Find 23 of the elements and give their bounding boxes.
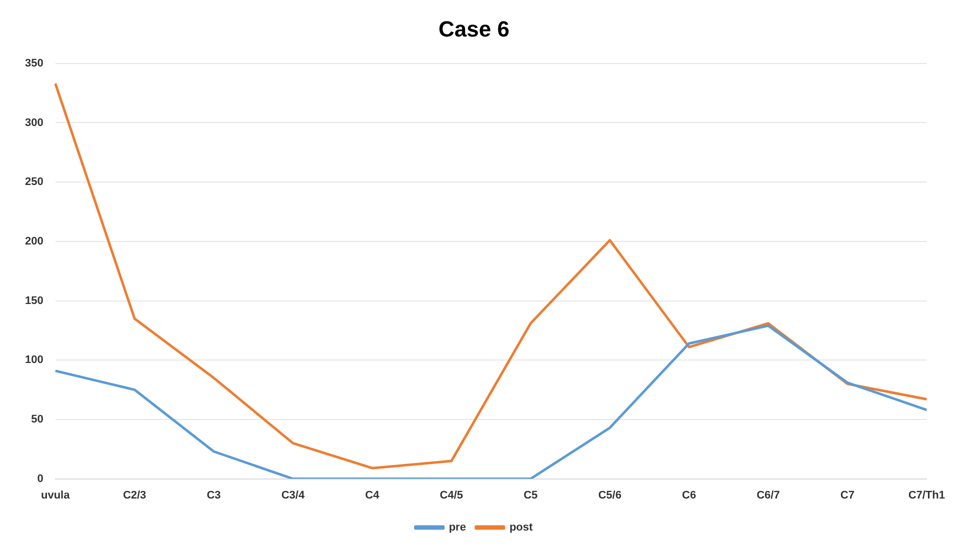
y-tick-label: 50	[31, 413, 44, 426]
x-tick-label: C6	[682, 489, 696, 502]
x-tick-label: C7/Th1	[908, 489, 946, 502]
x-tick-label: C5/6	[598, 489, 622, 502]
x-tick-label: C4	[365, 489, 380, 502]
x-tick-label: C7	[840, 489, 854, 502]
y-tick-label: 350	[24, 57, 44, 70]
y-tick-label: 250	[24, 176, 44, 188]
x-tick-label: C3	[206, 489, 221, 502]
x-tick-label: C3/4	[281, 489, 306, 502]
x-tick-label: C5	[524, 489, 538, 502]
chart-title: Case 6	[438, 16, 510, 42]
y-tick-label: 200	[24, 235, 44, 248]
legend-label: post	[509, 522, 534, 534]
y-tick-label: 100	[24, 354, 44, 366]
x-tick-label: C4/5	[440, 489, 464, 502]
y-tick-label: 150	[24, 294, 44, 307]
x-tick-label: uvula	[40, 489, 71, 502]
legend-label: pre	[448, 522, 466, 534]
x-tick-label: C6/7	[756, 489, 780, 502]
y-tick-label: 300	[24, 116, 44, 129]
x-tick-label: C2/3	[122, 489, 146, 502]
y-tick-label: 0	[37, 472, 44, 485]
